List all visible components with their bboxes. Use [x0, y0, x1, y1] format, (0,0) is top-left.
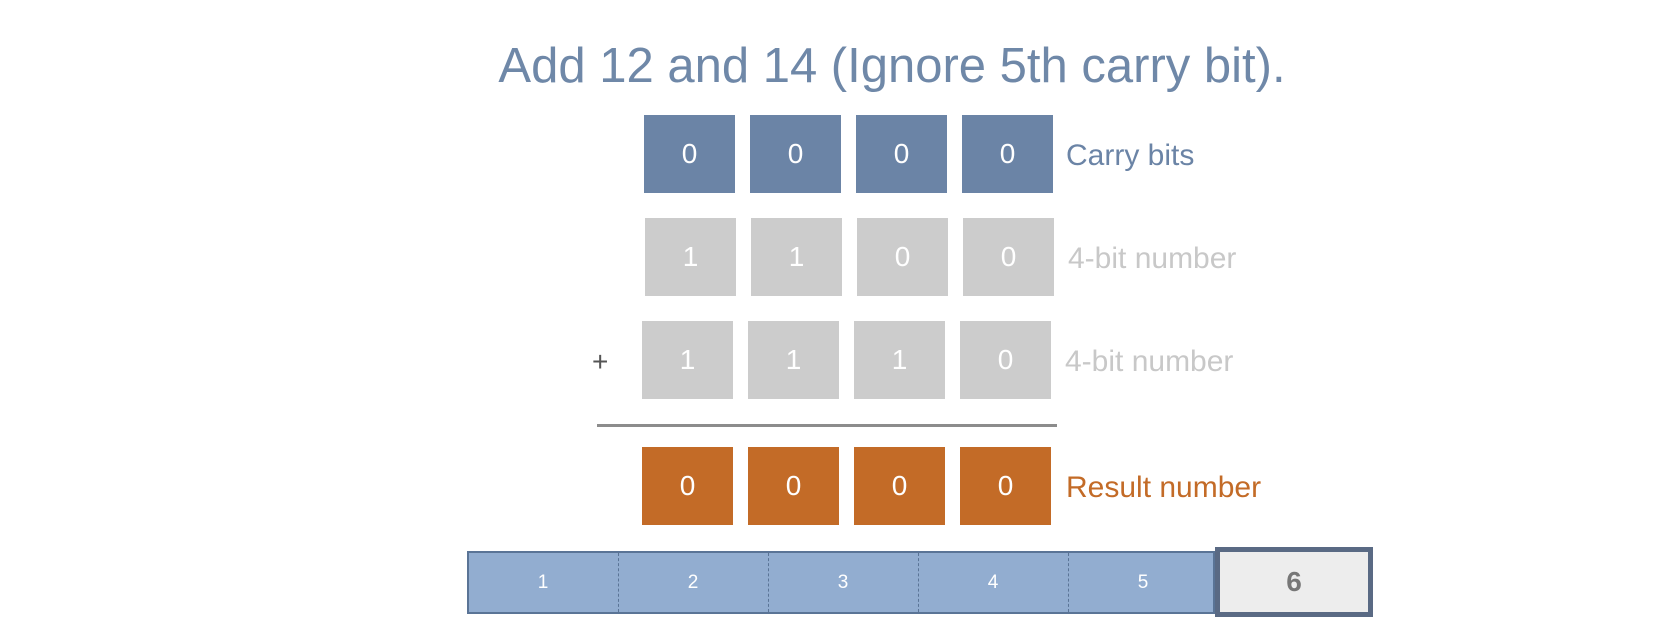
result-bit-2: 0 — [748, 447, 839, 525]
carry-bit-3: 0 — [856, 115, 947, 193]
number-a-bit-4: 0 — [963, 218, 1054, 296]
number-b-bit-2: 1 — [748, 321, 839, 399]
step-navigation-bar — [467, 551, 1215, 614]
carry-label: Carry bits — [1066, 139, 1195, 172]
plus-sign: + — [592, 346, 609, 377]
page-title: Add 12 and 14 (Ignore 5th carry bit). — [498, 39, 1286, 93]
step-6-current-button[interactable]: 6 — [1215, 547, 1373, 617]
step-4-button[interactable]: 4 — [987, 571, 999, 593]
sum-divider-line — [597, 424, 1057, 427]
result-label: Result number — [1066, 471, 1262, 504]
step-3-button[interactable]: 3 — [837, 571, 849, 593]
carry-bit-2: 0 — [750, 115, 841, 193]
step-2-button[interactable]: 2 — [687, 571, 699, 593]
step-divider — [1068, 553, 1069, 612]
result-bit-1: 0 — [642, 447, 733, 525]
step-5-button[interactable]: 5 — [1137, 571, 1149, 593]
number-b-bit-3: 1 — [854, 321, 945, 399]
carry-bit-4: 0 — [962, 115, 1053, 193]
carry-bit-1: 0 — [644, 115, 735, 193]
step-divider — [918, 553, 919, 612]
number-a-bit-1: 1 — [645, 218, 736, 296]
number-b-bit-1: 1 — [642, 321, 733, 399]
step-divider — [768, 553, 769, 612]
number-a-bit-3: 0 — [857, 218, 948, 296]
number-b-label: 4-bit number — [1065, 345, 1234, 378]
number-b-bit-4: 0 — [960, 321, 1051, 399]
result-bit-3: 0 — [854, 447, 945, 525]
result-bit-4: 0 — [960, 447, 1051, 525]
step-divider — [618, 553, 619, 612]
number-a-bit-2: 1 — [751, 218, 842, 296]
number-a-label: 4-bit number — [1068, 242, 1237, 275]
step-1-button[interactable]: 1 — [537, 571, 549, 593]
